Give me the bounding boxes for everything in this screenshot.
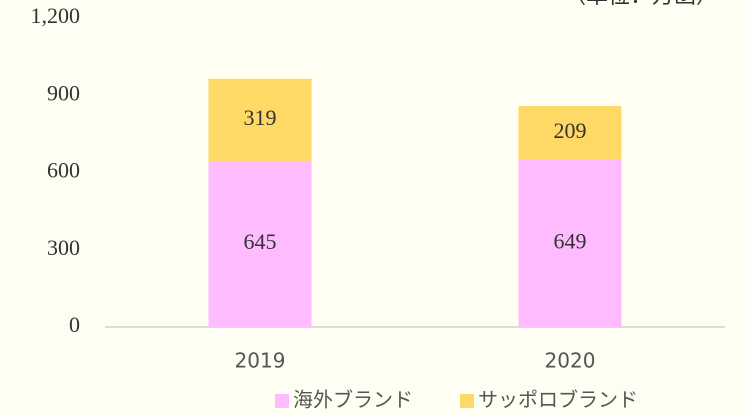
y-tick-label: 900 — [47, 80, 80, 105]
data-label: 649 — [554, 228, 587, 253]
y-tick-label: 600 — [47, 158, 80, 183]
legend-swatch — [275, 394, 289, 408]
y-tick-label: 1,200 — [31, 3, 81, 28]
x-tick-label: 2019 — [235, 349, 286, 373]
data-label: 645 — [244, 229, 277, 254]
data-label: 209 — [554, 118, 587, 143]
data-label: 319 — [244, 105, 277, 130]
legend-swatch — [460, 394, 474, 408]
legend-label: 海外ブランド — [293, 388, 413, 412]
bar-segment — [518, 159, 622, 327]
bar-segment — [208, 78, 312, 161]
x-tick-label: 2020 — [545, 349, 596, 373]
legend-label: サッポロブランド — [478, 388, 638, 412]
unit-label: （単位：万函） — [564, 0, 718, 8]
y-tick-label: 0 — [69, 312, 80, 337]
bar-segment — [208, 160, 312, 327]
y-tick-label: 300 — [47, 235, 80, 260]
bar-segment — [518, 106, 622, 160]
